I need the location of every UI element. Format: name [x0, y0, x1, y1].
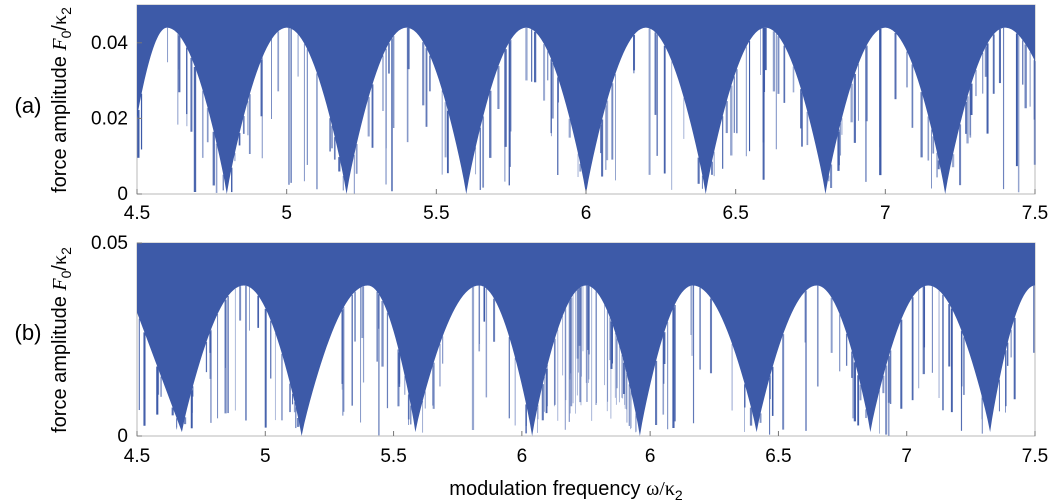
resonance-stripes [138, 285, 1035, 436]
panel-label: (b) [15, 320, 42, 345]
y-axis-ticks: 0 0.02 0.04 [91, 33, 142, 205]
x-tick-label: 7 [901, 446, 912, 467]
panel-b: 4.5 5 5.5 6 6 6.5 7 7.500.05(b) force amplitude … [15, 233, 1049, 503]
x-tick-label: 5.5 [423, 203, 449, 224]
y-tick-label: 0.05 [91, 233, 128, 254]
y-tick-label: 0.04 [91, 33, 128, 54]
unstable-region [137, 243, 1035, 436]
y-tick-label: 0.02 [91, 108, 128, 129]
x-axis-label: modulation frequency ω/κ2 [449, 478, 683, 503]
y-axis-ticks: 00.05 [91, 233, 142, 447]
y-axis-label: force amplitude F0/κ2 [49, 247, 74, 433]
x-tick-label: 6.5 [765, 446, 791, 467]
panel-label: (a) [15, 93, 42, 118]
x-tick-label: 5.5 [380, 446, 406, 467]
x-tick-label: 7 [880, 203, 891, 224]
x-tick-label: 6 [517, 446, 528, 467]
x-tick-label: 4.5 [124, 446, 150, 467]
x-axis-ticks: 4.5 5 5.5 6 6 6.5 7 7.5 [124, 431, 1048, 467]
x-tick-label: 4.5 [124, 203, 150, 224]
y-tick-label: 0 [117, 426, 128, 447]
x-tick-label: 7.5 [1022, 446, 1048, 467]
y-axis-label: force amplitude F0/κ2 [49, 7, 74, 193]
x-tick-label: 7.5 [1022, 203, 1048, 224]
x-tick-label: 6 [581, 203, 592, 224]
x-tick-label: 5 [281, 203, 292, 224]
y-tick-label: 0 [117, 184, 128, 205]
unstable-region [137, 5, 1035, 194]
x-axis-ticks: 4.5 5 5.5 6 6.5 7 7.5 [124, 189, 1048, 224]
x-tick-label: 5 [260, 446, 271, 467]
panel-a: 4.5 5 5.5 6 6.5 7 7.5 0 0.02 0.04 (a) force amplitu… [15, 4, 1048, 224]
resonance-stripes [137, 27, 1036, 194]
x-tick-label: 6 [645, 446, 656, 467]
x-tick-label: 6.5 [722, 203, 748, 224]
